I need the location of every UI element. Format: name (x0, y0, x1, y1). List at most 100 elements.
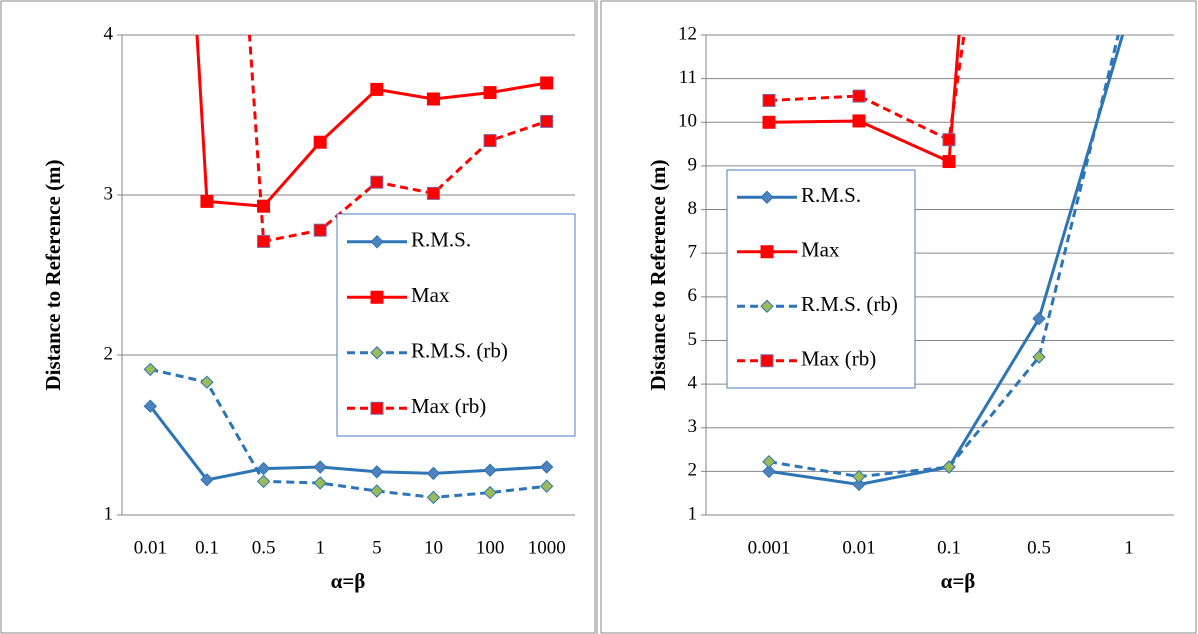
data-point (483, 463, 497, 477)
data-point (539, 479, 554, 493)
y-tick-label: 2 (688, 460, 698, 481)
y-tick-label: 6 (688, 285, 698, 306)
data-point (762, 464, 776, 479)
legend-marker (760, 354, 774, 368)
data-point (483, 134, 497, 148)
legend-label: Max (801, 238, 840, 262)
data-point (852, 89, 866, 103)
y-tick-label: 1 (688, 503, 698, 524)
legend-marker (760, 190, 774, 204)
panel-border (0, 0, 596, 634)
series-line (149, 367, 547, 499)
x-axis-title: α=β (941, 569, 976, 593)
data-point (762, 115, 776, 129)
x-tick-label: 0.1 (195, 537, 219, 558)
data-point (426, 92, 440, 106)
data-point (852, 477, 866, 492)
data-point (540, 114, 554, 128)
y-tick-label: 7 (688, 242, 698, 263)
x-tick-label: 0.01 (134, 537, 167, 558)
panel-border (600, 0, 1197, 634)
x-tick-label: 1 (1124, 537, 1134, 558)
y-tick-label: 8 (688, 198, 698, 219)
data-point (256, 461, 271, 476)
data-point (942, 133, 956, 147)
data-point (762, 93, 776, 107)
legend-label: Max (rb) (411, 394, 486, 418)
data-point (426, 490, 441, 505)
data-point (313, 135, 327, 149)
data-point (256, 474, 271, 489)
x-tick-label: 10 (424, 537, 443, 558)
x-axis-title: α=β (331, 569, 366, 593)
data-point (540, 76, 554, 90)
y-tick-label: 9 (688, 154, 698, 175)
data-point (370, 82, 384, 96)
y-tick-label: 11 (679, 67, 697, 88)
legend-marker (370, 401, 384, 415)
data-point (257, 199, 271, 213)
data-point (257, 234, 271, 248)
data-point (1032, 311, 1046, 326)
series-line (149, 405, 547, 482)
legend-marker (370, 290, 384, 304)
series-line (195, 35, 547, 208)
series-line (768, 35, 961, 164)
data-point (313, 223, 327, 237)
y-tick-label: 3 (688, 416, 698, 437)
plot-area (762, 7, 1135, 492)
y-tick-label: 1 (104, 503, 114, 524)
x-tick-label: 100 (476, 537, 505, 558)
data-point (426, 466, 441, 481)
legend-label: R.M.S. (rb) (411, 339, 508, 363)
data-point (1123, 7, 1135, 19)
data-point (1032, 350, 1046, 364)
data-point (852, 469, 866, 484)
plot-area (143, 35, 554, 505)
y-tick-label: 5 (688, 329, 698, 350)
x-tick-label: 0.5 (1027, 537, 1051, 558)
y-tick-label: 12 (678, 23, 697, 44)
data-point (483, 86, 497, 100)
legend (336, 213, 576, 437)
y-tick-label: 4 (104, 23, 114, 44)
x-tick-label: 0.5 (252, 537, 276, 558)
data-point (370, 465, 384, 479)
data-point (942, 155, 956, 169)
x-tick-label: 1000 (528, 537, 566, 558)
data-point (200, 473, 214, 487)
y-tick-label: 4 (688, 372, 698, 393)
legend-label: Max (411, 283, 450, 307)
data-point (313, 460, 327, 474)
data-point (852, 114, 866, 128)
series-line (768, 35, 1120, 479)
x-tick-label: 1 (315, 537, 325, 558)
data-point (313, 476, 327, 490)
y-tick-label: 10 (678, 111, 697, 132)
legend-label: Max (rb) (801, 347, 876, 371)
y-tick-label: 3 (104, 183, 114, 204)
legend-marker (370, 235, 384, 249)
data-point (143, 362, 158, 377)
x-tick-label: 0.01 (842, 537, 875, 558)
legend-marker (760, 299, 774, 313)
data-point (539, 460, 554, 474)
data-point (200, 375, 214, 389)
data-point (200, 194, 214, 208)
legend-marker (760, 245, 774, 259)
y-axis-title: Distance to Reference (m) (646, 159, 670, 390)
x-tick-label: 0.001 (748, 537, 791, 558)
legend-label: R.M.S. (411, 228, 471, 252)
data-point (143, 399, 158, 413)
legend-marker (370, 346, 384, 360)
data-point (483, 485, 497, 500)
data-point (370, 175, 384, 189)
x-tick-label: 0.1 (937, 537, 961, 558)
data-point (762, 455, 776, 469)
x-tick-label: 5 (372, 537, 382, 558)
legend-label: R.M.S. (rb) (801, 292, 898, 316)
y-tick-label: 2 (104, 343, 114, 364)
data-point (370, 484, 384, 498)
series-line (768, 35, 966, 142)
